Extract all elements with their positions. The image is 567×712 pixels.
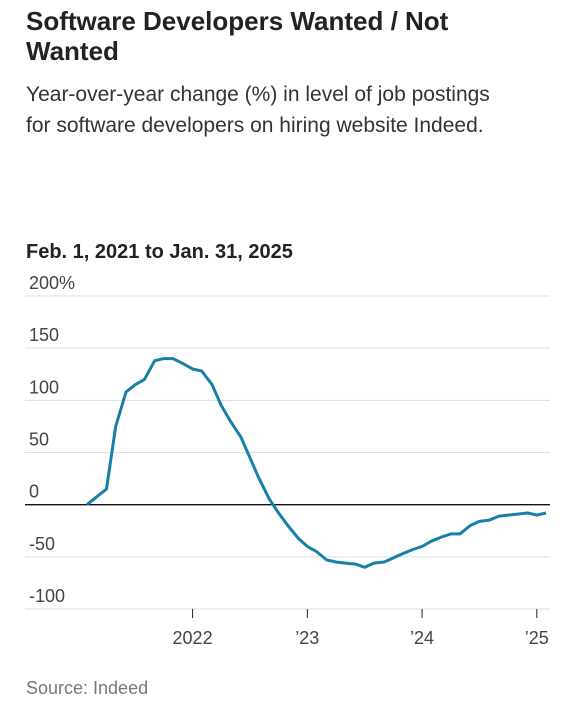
x-tick-label: ’24 (410, 628, 434, 648)
y-tick-label: 150 (29, 325, 59, 345)
y-tick-label: 0 (29, 482, 39, 502)
y-tick-label: -50 (29, 534, 55, 554)
subtitle: Year-over-year change (%) in level of jo… (26, 83, 490, 137)
x-tick-label: ’23 (295, 628, 319, 648)
y-tick-label: 50 (29, 430, 49, 450)
x-tick-label: 2022 (173, 628, 213, 648)
data-line (86, 357, 547, 569)
period: Feb. 1, 2021 to Jan. 31, 2025 (26, 241, 293, 263)
source: Source: Indeed (26, 678, 148, 698)
y-tick-label: 200% (29, 273, 75, 293)
x-tick-label: ’25 (525, 628, 549, 648)
y-tick-label: -100 (29, 586, 65, 606)
chart-title: Software Developers Wanted / Not Wanted (26, 6, 449, 66)
y-tick-label: 100 (29, 377, 59, 397)
